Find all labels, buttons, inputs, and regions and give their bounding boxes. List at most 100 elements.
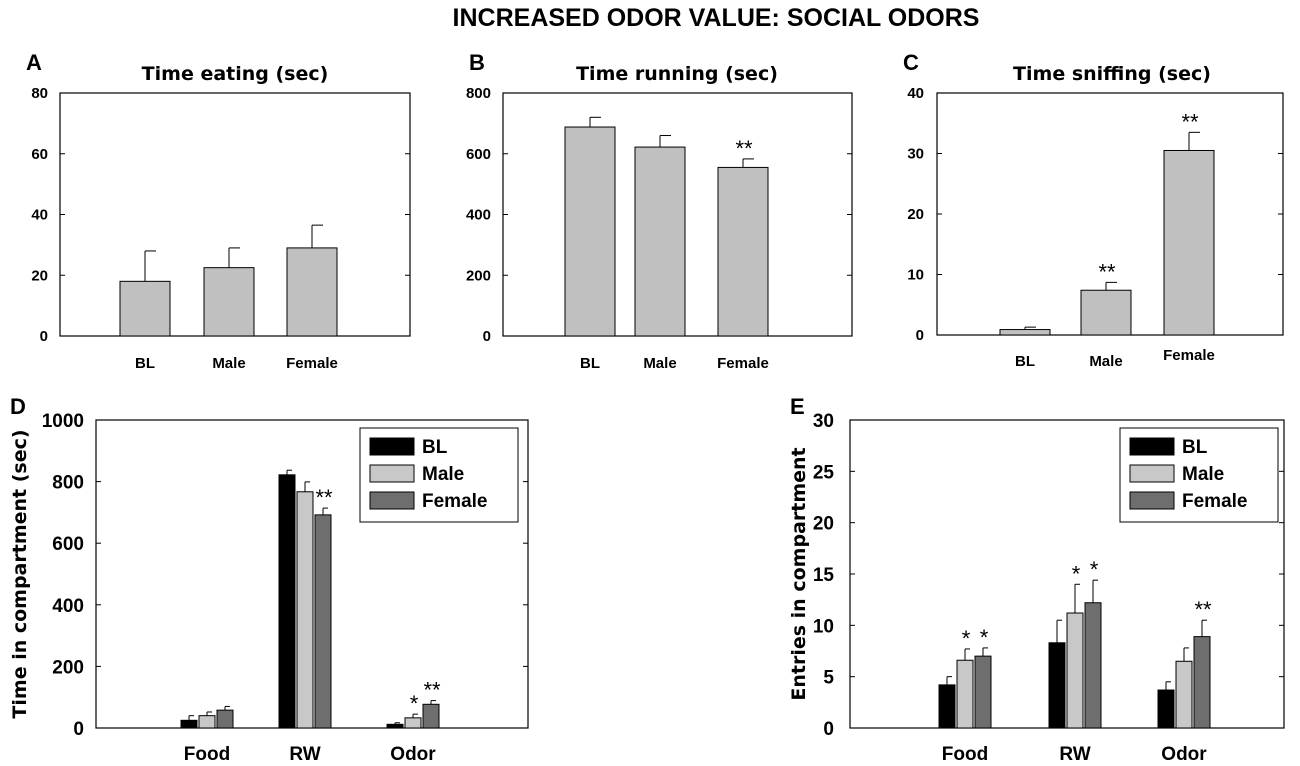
panel-letter: A — [26, 50, 42, 75]
significance-marker: ** — [423, 678, 441, 703]
bar-female-rw — [1084, 602, 1102, 729]
y-axis-label: Entries in compartment — [788, 447, 810, 700]
significance-marker: ** — [1181, 109, 1199, 134]
significance-marker: ** — [315, 485, 333, 510]
y-tick-label: 600 — [52, 534, 84, 555]
chart-panel-c: C Time sniffing (sec) 0 10 20 30 40 BL Male Femal… — [903, 50, 1284, 370]
bar-male — [203, 267, 255, 337]
x-category-label: RW — [1059, 744, 1090, 765]
x-category-label: Male — [1089, 353, 1122, 370]
legend-swatch-male — [369, 464, 415, 483]
y-tick-label: 1000 — [42, 411, 84, 432]
y-axis-label: Time in compartment (sec) — [9, 429, 31, 718]
legend-swatch-bl — [1129, 437, 1175, 456]
legend: BL Male Female — [359, 427, 519, 523]
bar-bl — [999, 329, 1051, 336]
bar-bl-rw — [1048, 642, 1066, 729]
bar-female-odor — [422, 703, 440, 729]
bar-male-food — [198, 715, 216, 729]
chart-panel-a: A Time eating (sec) 0 20 40 60 80 BL Male Female — [26, 50, 411, 372]
bar-female-rw — [314, 514, 332, 729]
y-tick-label: 800 — [52, 473, 84, 494]
x-category-label: Food — [942, 744, 988, 765]
y-tick-label: 20 — [813, 514, 834, 535]
y-tick-label: 800 — [466, 85, 491, 102]
legend-swatch-male — [1129, 464, 1175, 483]
y-tick-label: 0 — [823, 719, 834, 740]
y-tick-label: 600 — [466, 146, 491, 163]
x-category-label: Food — [184, 744, 230, 765]
bar-male-odor — [1175, 660, 1193, 729]
chart-panel-d: D 0 200 400 600 800 1000 Time in compartment (s… — [9, 394, 529, 765]
y-tick-label: 30 — [813, 411, 834, 432]
x-category-label: Male — [643, 355, 676, 372]
legend-label-female: Female — [1182, 491, 1247, 512]
x-category-label: BL — [135, 355, 155, 372]
significance-marker: ** — [1194, 597, 1212, 622]
legend-swatch-bl — [369, 437, 415, 456]
x-category-label: RW — [289, 744, 320, 765]
panel-letter: B — [469, 50, 485, 75]
bar-bl-food — [938, 684, 956, 729]
panel-letter: C — [903, 50, 919, 75]
legend-label-male: Male — [1182, 464, 1224, 485]
bar-bl — [119, 280, 171, 337]
bar-male-odor — [404, 717, 422, 729]
legend-swatch-female — [369, 491, 415, 510]
significance-marker: ** — [735, 136, 753, 161]
y-tick-label: 0 — [483, 328, 491, 345]
legend-label-male: Male — [422, 464, 464, 485]
x-category-label: Female — [286, 355, 338, 372]
y-tick-label: 0 — [916, 327, 924, 344]
bar-female — [717, 166, 769, 337]
significance-marker: * — [1090, 557, 1099, 582]
y-tick-label: 0 — [73, 719, 84, 740]
y-tick-label: 0 — [40, 328, 48, 345]
bar-male-rw — [296, 491, 314, 729]
x-category-label: Male — [212, 355, 245, 372]
figure-title: INCREASED ODOR VALUE: SOCIAL ODORS — [453, 4, 980, 32]
x-category-label: Odor — [1161, 744, 1207, 765]
panel-title: Time sniffing (sec) — [1013, 63, 1211, 85]
y-tick-label: 30 — [907, 146, 924, 163]
panel-letter: D — [10, 394, 26, 419]
panel-title: Time running (sec) — [576, 63, 778, 85]
y-tick-label: 40 — [31, 207, 48, 224]
legend-label-bl: BL — [422, 437, 448, 458]
y-tick-label: 200 — [466, 267, 491, 284]
bar-bl-odor — [1157, 689, 1175, 729]
y-tick-label: 10 — [813, 616, 834, 637]
legend-swatch-female — [1129, 491, 1175, 510]
y-tick-label: 15 — [813, 565, 835, 586]
x-category-label: BL — [1015, 353, 1035, 370]
bar-male-food — [956, 659, 974, 729]
x-category-label: Female — [717, 355, 769, 372]
bar-female-food — [216, 709, 234, 729]
x-category-label: Female — [1163, 347, 1215, 364]
bar-female — [286, 247, 338, 337]
y-tick-label: 20 — [907, 206, 924, 223]
significance-marker: * — [962, 626, 971, 651]
bar-female — [1163, 149, 1215, 336]
y-tick-label: 10 — [907, 267, 924, 284]
bar-bl-food — [180, 719, 198, 729]
bar-female-odor — [1193, 636, 1211, 729]
bar-male-rw — [1066, 612, 1084, 729]
y-tick-label: 200 — [52, 657, 84, 678]
y-tick-label: 5 — [823, 668, 834, 689]
significance-marker: ** — [1098, 259, 1116, 284]
panel-letter: E — [790, 394, 805, 419]
y-tick-label: 25 — [813, 462, 835, 483]
bar-bl — [564, 126, 616, 337]
x-category-label: Odor — [390, 744, 436, 765]
significance-marker: * — [980, 625, 989, 650]
x-category-label: BL — [580, 355, 600, 372]
y-tick-label: 20 — [31, 267, 48, 284]
bar-female-food — [974, 655, 992, 729]
bar-bl-rw — [278, 474, 296, 729]
bar-male — [1080, 289, 1132, 336]
chart-panel-b: B Time running (sec) 0 200 400 600 800 BL Male Fe… — [466, 50, 853, 372]
